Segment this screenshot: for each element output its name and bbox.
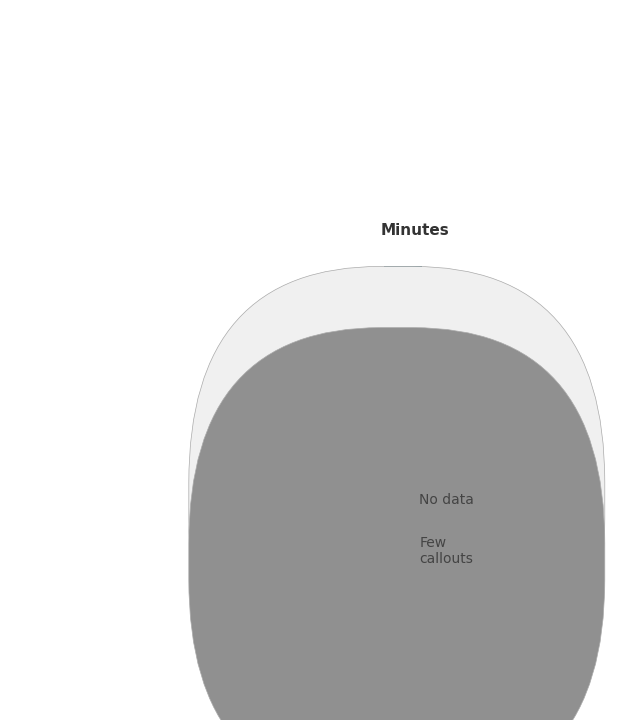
Text: No data: No data [419,493,474,508]
Text: Minutes: Minutes [381,222,449,238]
Text: Few
callouts: Few callouts [419,536,473,566]
